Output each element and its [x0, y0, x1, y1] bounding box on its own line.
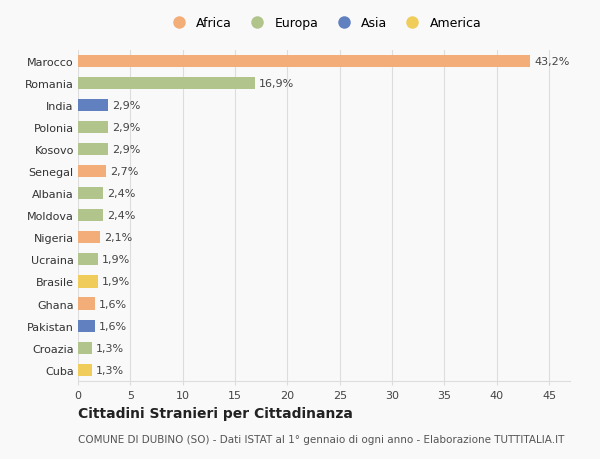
Bar: [78, 364, 92, 376]
Text: COMUNE DI DUBINO (SO) - Dati ISTAT al 1° gennaio di ogni anno - Elaborazione TUT: COMUNE DI DUBINO (SO) - Dati ISTAT al 1°…: [78, 434, 565, 444]
Bar: [78, 144, 109, 156]
Bar: [78, 100, 109, 112]
Bar: [78, 276, 98, 288]
Bar: [78, 342, 92, 354]
Bar: [78, 232, 100, 244]
Text: 2,1%: 2,1%: [104, 233, 133, 243]
Bar: [78, 56, 530, 67]
Text: 2,7%: 2,7%: [110, 167, 139, 177]
Bar: [78, 210, 103, 222]
Text: 2,4%: 2,4%: [107, 189, 136, 199]
Text: 2,9%: 2,9%: [113, 101, 141, 111]
Text: 1,3%: 1,3%: [96, 365, 124, 375]
Bar: [78, 78, 255, 90]
Text: 1,9%: 1,9%: [102, 277, 130, 287]
Bar: [78, 320, 95, 332]
Bar: [78, 166, 106, 178]
Text: 1,3%: 1,3%: [96, 343, 124, 353]
Text: 2,4%: 2,4%: [107, 211, 136, 221]
Bar: [78, 188, 103, 200]
Text: 1,6%: 1,6%: [99, 299, 127, 309]
Text: Cittadini Stranieri per Cittadinanza: Cittadini Stranieri per Cittadinanza: [78, 406, 353, 420]
Legend: Africa, Europa, Asia, America: Africa, Europa, Asia, America: [166, 17, 482, 30]
Text: 2,9%: 2,9%: [113, 145, 141, 155]
Bar: [78, 298, 95, 310]
Text: 1,9%: 1,9%: [102, 255, 130, 265]
Text: 1,6%: 1,6%: [99, 321, 127, 331]
Bar: [78, 254, 98, 266]
Bar: [78, 122, 109, 134]
Text: 43,2%: 43,2%: [535, 56, 570, 67]
Text: 16,9%: 16,9%: [259, 78, 295, 89]
Text: 2,9%: 2,9%: [113, 123, 141, 133]
